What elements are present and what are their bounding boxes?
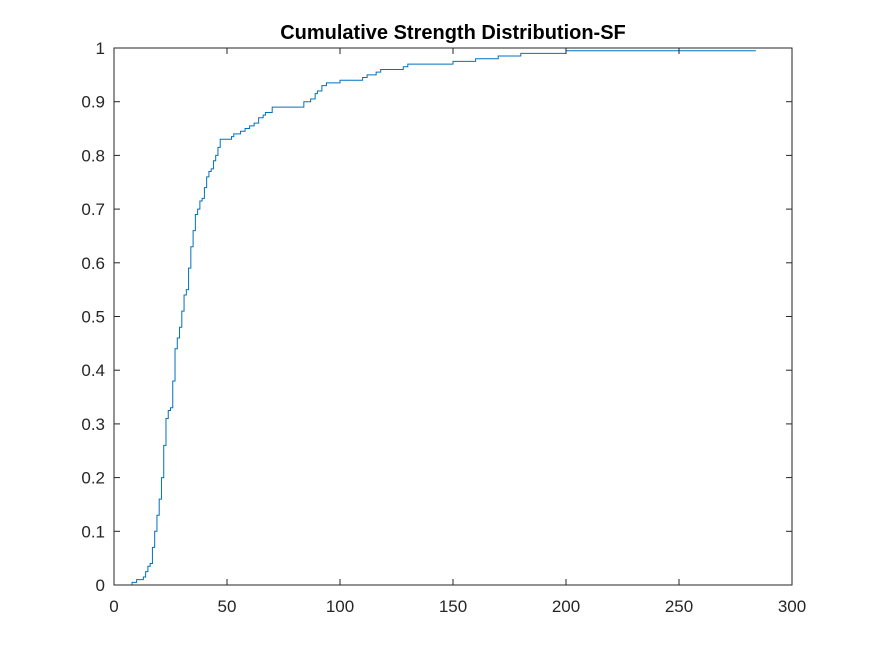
y-axis-ticks: 0 0.1 0.2 0.3 0.4 0.5 0.6 0.7 0.8 0.9 1	[81, 39, 792, 595]
y-tick-label: 0.8	[81, 146, 105, 165]
y-tick-label: 0.2	[81, 469, 105, 488]
x-tick-label: 50	[218, 597, 237, 616]
y-tick-label: 0.4	[81, 361, 105, 380]
y-tick-label: 0.9	[81, 93, 105, 112]
y-tick-label: 0.6	[81, 254, 105, 273]
x-tick-label: 0	[109, 597, 118, 616]
y-tick-label: 0.1	[81, 522, 105, 541]
x-tick-label: 100	[326, 597, 354, 616]
y-tick-label: 0.3	[81, 415, 105, 434]
y-tick-label: 1	[96, 39, 105, 58]
x-tick-label: 200	[552, 597, 580, 616]
x-tick-label: 300	[778, 597, 806, 616]
x-tick-label: 250	[665, 597, 693, 616]
x-tick-label: 150	[439, 597, 467, 616]
plot-area	[114, 50, 756, 586]
y-tick-label: 0.5	[81, 308, 105, 327]
y-tick-label: 0	[96, 576, 105, 595]
x-axis-ticks: 0 50 100 150 200 250 300	[109, 48, 806, 616]
cdf-series-line	[114, 50, 756, 586]
y-tick-label: 0.7	[81, 200, 105, 219]
chart-title: Cumulative Strength Distribution-SF	[280, 22, 626, 44]
